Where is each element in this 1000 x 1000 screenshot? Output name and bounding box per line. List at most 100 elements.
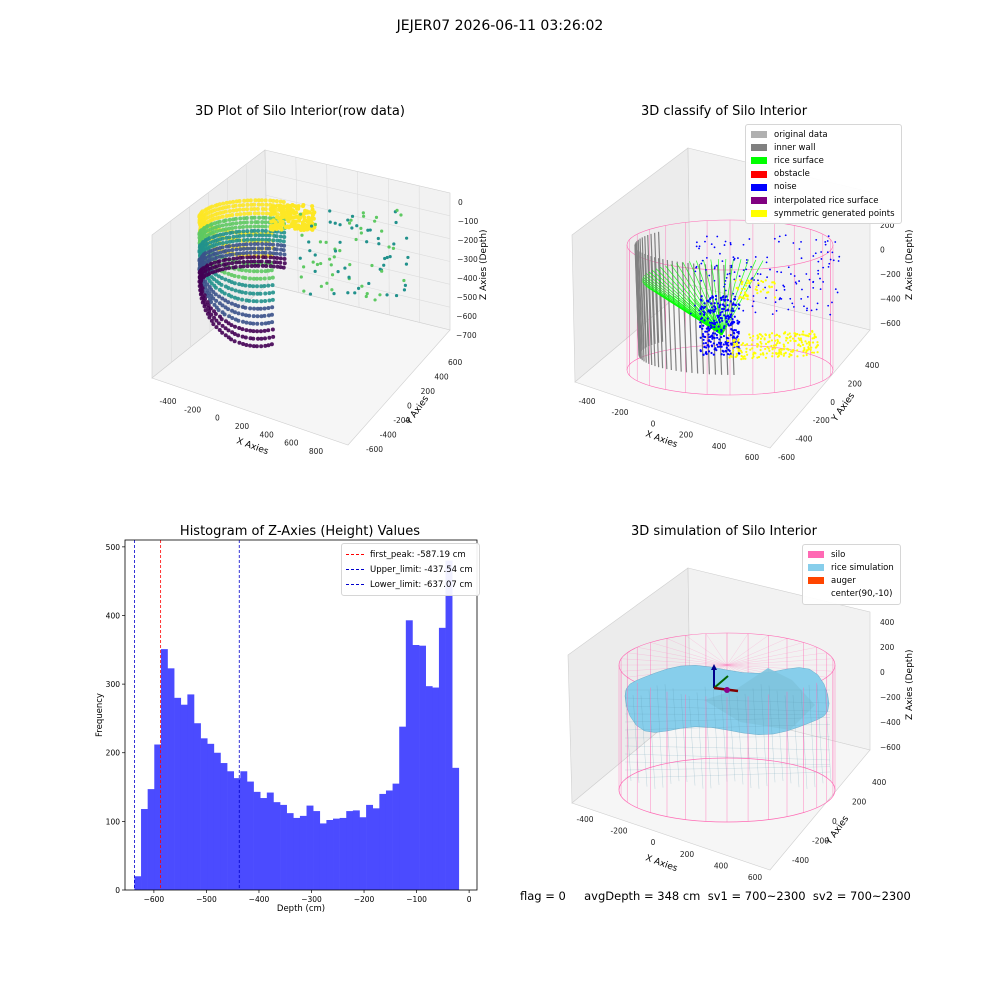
plot2-symmetric-point bbox=[785, 336, 788, 339]
plot2-xtick: 600 bbox=[745, 453, 760, 462]
plot2-noise-point bbox=[837, 260, 840, 262]
plot2-noise-point bbox=[727, 324, 731, 327]
plot2-noise-point bbox=[702, 307, 705, 310]
plot2-symmetric-point bbox=[794, 334, 797, 338]
plot2-symmetric-point bbox=[764, 279, 767, 282]
plot1-point bbox=[237, 242, 242, 247]
plot1-point bbox=[252, 241, 257, 246]
plot2-noise-point bbox=[751, 277, 754, 279]
plot2-ytick: -200 bbox=[813, 416, 830, 425]
plot1-point bbox=[262, 328, 267, 333]
histogram-bar bbox=[405, 620, 413, 890]
plot1-point bbox=[258, 276, 263, 281]
plot2-noise-point bbox=[734, 304, 737, 307]
plot1-point bbox=[245, 233, 250, 238]
plot2-symmetric-point bbox=[759, 348, 762, 352]
plot2-symmetric-point bbox=[738, 297, 741, 300]
plot1-point bbox=[205, 223, 210, 228]
plot2-noise-point bbox=[827, 304, 830, 307]
plot1-point bbox=[269, 312, 274, 317]
plot1-point bbox=[237, 282, 242, 287]
plot4-legend-item: auger bbox=[808, 574, 894, 587]
plot2-symmetric-point bbox=[749, 336, 752, 339]
plot2-symmetric-point bbox=[783, 345, 786, 348]
plot1-point bbox=[271, 290, 276, 295]
plot2-noise-point bbox=[754, 256, 757, 258]
plot1-title: 3D Plot of Silo Interior(row data) bbox=[195, 104, 405, 119]
plot1-3d-scatter: -400 -200 0 200 400 600 800 -600 -400 -200 0 200 400… bbox=[151, 149, 489, 457]
plot1-point bbox=[266, 313, 271, 318]
plot1-point bbox=[251, 269, 256, 274]
plot2-noise-point bbox=[769, 268, 771, 271]
plot2-noise-point bbox=[707, 309, 710, 312]
histogram-bar bbox=[147, 789, 155, 890]
plot1-point bbox=[242, 198, 247, 203]
plot1-point bbox=[205, 282, 210, 287]
plot1-point bbox=[311, 216, 316, 221]
plot1-point bbox=[319, 284, 323, 288]
plot1-point bbox=[255, 336, 260, 341]
plot2-noise-point bbox=[707, 333, 710, 336]
plot1-point bbox=[274, 251, 279, 256]
legend-swatch bbox=[808, 551, 824, 559]
plot2-rice-line bbox=[721, 258, 734, 336]
plot2-noise-point bbox=[793, 306, 795, 308]
plot1-point bbox=[245, 264, 250, 269]
plot2-symmetric-point bbox=[733, 343, 736, 346]
plot2-noise-point bbox=[722, 307, 726, 311]
plot1-point bbox=[281, 248, 286, 253]
plot1-point bbox=[230, 212, 235, 217]
plot2-wall-line bbox=[676, 261, 682, 372]
plot2-noise-point bbox=[715, 264, 718, 267]
plot2-noise-point bbox=[726, 298, 730, 302]
plot2-noise-point bbox=[814, 252, 817, 255]
plot2-symmetric-point bbox=[740, 287, 743, 290]
plot1-point bbox=[223, 333, 228, 338]
plot1-point bbox=[233, 288, 238, 293]
plot1-point bbox=[238, 220, 243, 225]
plot1-point bbox=[207, 285, 212, 290]
plot1-xtick: -200 bbox=[184, 405, 201, 414]
plot2-noise-point bbox=[707, 350, 711, 353]
plot1-point bbox=[230, 221, 235, 226]
plot2-symmetric-point bbox=[736, 339, 740, 342]
plot1-point bbox=[259, 198, 264, 203]
histogram-bar bbox=[438, 627, 446, 890]
plot1-point bbox=[360, 284, 364, 288]
plot4-title: 3D simulation of Silo Interior bbox=[631, 524, 817, 539]
legend-label: inner wall bbox=[774, 142, 816, 153]
plot2-symmetric-point bbox=[747, 279, 750, 283]
plot1-point bbox=[309, 224, 314, 228]
plot1-point bbox=[240, 319, 245, 324]
plot1-point bbox=[263, 321, 268, 326]
plot1-point bbox=[245, 229, 250, 234]
plot1-point bbox=[263, 291, 268, 296]
plot1-point bbox=[252, 206, 257, 211]
plot1-point bbox=[279, 227, 284, 232]
plot2-noise-point bbox=[713, 305, 716, 308]
plot2-noise-point bbox=[826, 251, 829, 254]
plot1-point bbox=[270, 297, 275, 302]
plot2-wall-line bbox=[647, 254, 653, 366]
plot1-point bbox=[217, 314, 222, 319]
plot2-symmetric-point bbox=[742, 297, 745, 300]
plot1-point bbox=[365, 240, 369, 244]
plot1-point bbox=[234, 247, 239, 252]
plot2-symmetric-point bbox=[764, 356, 768, 359]
plot1-point bbox=[254, 344, 259, 349]
plot2-symmetric-point bbox=[803, 348, 806, 351]
plot1-point bbox=[252, 228, 257, 233]
plot2-noise-point bbox=[702, 324, 705, 327]
plot1-point bbox=[217, 328, 222, 333]
plot1-point bbox=[270, 305, 275, 310]
plot2-wall-line bbox=[681, 262, 688, 373]
plot2-noise-point bbox=[717, 316, 720, 319]
plot2-symmetric-point bbox=[766, 345, 769, 349]
plot2-rice-line bbox=[721, 259, 742, 336]
plot2-noise-point bbox=[699, 321, 702, 324]
histogram-ytick: 200 bbox=[106, 749, 121, 758]
plot1-point bbox=[266, 343, 271, 348]
plot2-noise-point bbox=[775, 309, 778, 312]
plot1-ylabel: Y Axies bbox=[404, 394, 432, 427]
